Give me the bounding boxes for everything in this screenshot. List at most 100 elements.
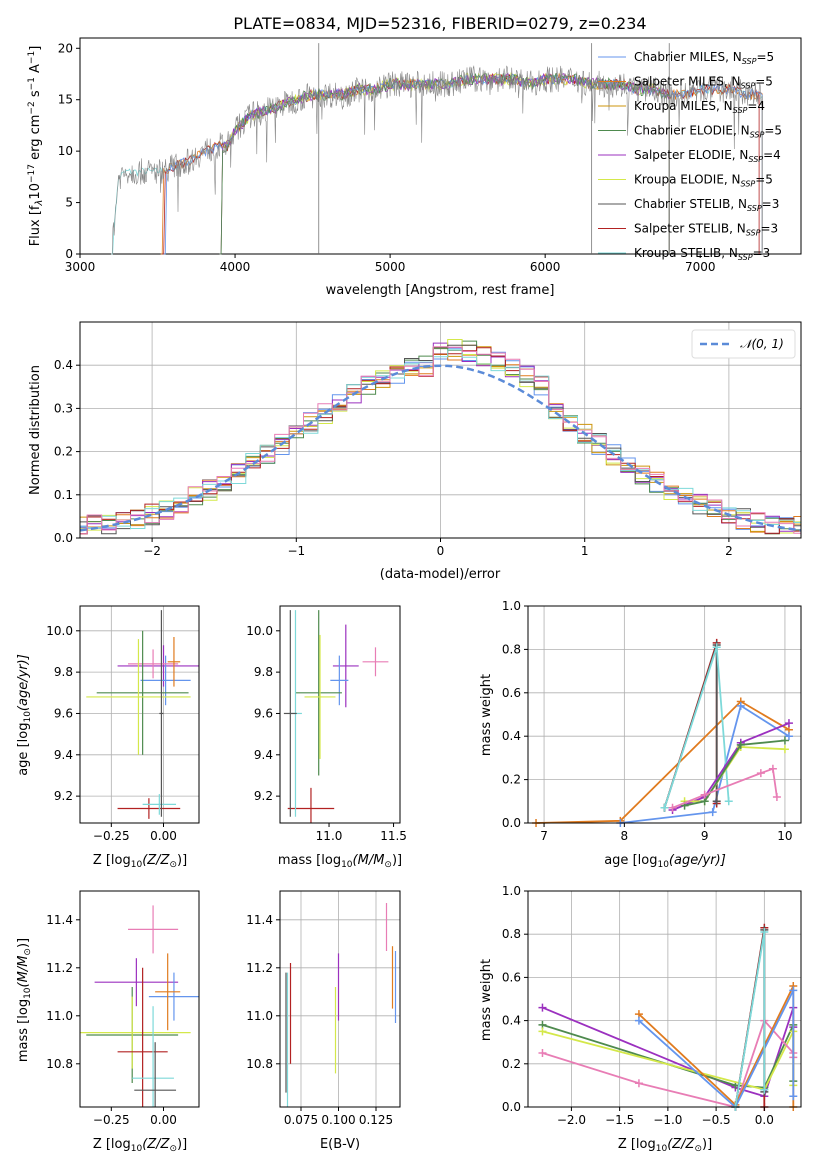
weight-marker xyxy=(712,643,721,652)
y-tick-label: 11.0 xyxy=(246,1009,273,1023)
y-tick-label: 11.4 xyxy=(46,913,73,927)
y-tick-label: 1.0 xyxy=(502,884,521,898)
weight-line xyxy=(684,739,785,807)
x-tick-label: 9 xyxy=(701,829,709,843)
weight-marker xyxy=(784,719,793,728)
weight-line xyxy=(620,704,790,824)
weight-marker xyxy=(660,803,669,812)
x-tick-label: 7 xyxy=(540,829,548,843)
spectrum-ticks: 3000 4000 5000 6000 7000 0 5 10 15 20 xyxy=(58,41,716,274)
spectrum-legend: Chabrier MILES, NSSP=5 Salpeter MILES, NS… xyxy=(598,50,782,262)
residual-histogram xyxy=(80,347,801,531)
weight-vs-age-panel: 7 8 9 10 0.0 0.2 0.4 0.6 0.8 1.0 xyxy=(502,599,802,843)
x-tick-label: 0.100 xyxy=(321,1113,355,1127)
weight-marker xyxy=(789,1092,798,1101)
y-tick-label: 9.2 xyxy=(54,789,73,803)
x-tick-label: 0.0 xyxy=(755,1113,774,1127)
ageZ-xlabel: Z [log10(Z/Z⊙)] xyxy=(93,853,187,870)
y-tick-label: 1.0 xyxy=(502,599,521,613)
weight-marker xyxy=(760,928,769,937)
residuals-ticks: −2 −1 0 1 2 0.0 0.1 0.2 0.3 0.4 xyxy=(54,358,733,558)
spectrum-ylabel-lambda: λ xyxy=(34,200,45,207)
x-tick-label: 0.00 xyxy=(150,1113,177,1127)
mass-vs-ebv-panel: 0.075 0.100 0.125 10.8 11.0 11.2 11.4 xyxy=(246,890,401,1127)
spectrum-ylabel-exp4: −1 xyxy=(27,51,37,64)
y-tick-label: 0.4 xyxy=(54,358,73,372)
spectrum-ylabel-s: s xyxy=(28,90,43,101)
x-tick-label: 11.0 xyxy=(316,829,343,843)
y-tick-label: 9.4 xyxy=(54,748,73,762)
x-tick-label: 1 xyxy=(581,544,589,558)
residuals-legend-box xyxy=(691,329,796,359)
x-tick-label: 0.075 xyxy=(284,1113,318,1127)
spectrum-ylabel-end: ] xyxy=(28,46,43,51)
x-tick-label: 0 xyxy=(437,544,445,558)
y-tick-label: 0.0 xyxy=(502,816,521,830)
weight-marker xyxy=(724,797,733,806)
spectrum-ylabel-tail: 10 xyxy=(28,183,43,200)
weight-line xyxy=(535,700,790,824)
weight-marker xyxy=(668,803,677,812)
massZ-xlabel: Z [log10(Z/Z⊙)] xyxy=(93,1137,187,1154)
axes-frame xyxy=(527,890,802,1108)
age-vs-metallicity-panel: −0.25 0.00 9.2 9.4 9.6 9.8 10.0 xyxy=(46,605,200,843)
y-tick-label: 9.8 xyxy=(54,665,73,679)
axes-frame xyxy=(79,605,200,824)
weight-marker xyxy=(789,986,798,995)
y-tick-label: 11.2 xyxy=(46,961,73,975)
y-tick-label: 20 xyxy=(58,41,73,55)
spectrum-ylabel-units: erg cm xyxy=(28,115,43,164)
spectrum-ylabel-A: A xyxy=(28,64,43,77)
wZ-ylabel: mass weight xyxy=(479,959,494,1041)
mass-vs-metallicity-panel: −0.25 0.00 10.8 11.0 11.2 11.4 xyxy=(46,890,200,1127)
x-tick-label: −1 xyxy=(287,544,305,558)
x-tick-label: −0.25 xyxy=(93,829,130,843)
residuals-xlabel: (data-model)/error xyxy=(380,567,501,582)
weight-vs-metallicity-panel: −2.0 −1.5 −1.0 −0.5 0.0 0.0 0.2 0.4 0.6 0.8 1.0 xyxy=(502,884,802,1127)
residual-histogram xyxy=(80,349,801,529)
legend-label: Chabrier STELIB, NSSP=3 xyxy=(634,197,779,213)
gaussian-legend-label: 𝒩(0, 1) xyxy=(740,337,784,351)
y-tick-label: 9.6 xyxy=(254,706,273,720)
y-tick-label: 9.4 xyxy=(254,748,273,762)
wZ-xlabel: Z [log10(Z/Z⊙)] xyxy=(618,1137,712,1154)
y-tick-label: 5 xyxy=(65,196,73,210)
x-tick-label: 3000 xyxy=(65,260,96,274)
spectrum-ylabel-exp2: −2 xyxy=(27,101,37,114)
weight-line xyxy=(672,722,790,811)
legend-label: Kroupa STELIB, NSSP=3 xyxy=(634,246,770,262)
x-tick-label: 0.00 xyxy=(150,829,177,843)
spectrum-line xyxy=(111,65,763,255)
weight-marker xyxy=(760,1085,769,1094)
x-tick-label: 0.125 xyxy=(359,1113,393,1127)
weight-line xyxy=(663,646,730,809)
residuals-histograms xyxy=(79,322,802,539)
spectrum-ylabel: Flux [fλ10−17 erg cm−2 s−1 A−1] xyxy=(27,46,45,247)
x-tick-label: −0.25 xyxy=(93,1113,130,1127)
ageM-xlabel: mass [log10(M/M⊙)] xyxy=(278,853,402,870)
y-tick-label: 0.1 xyxy=(54,488,73,502)
x-tick-label: 10 xyxy=(777,829,792,843)
x-tick-label: 8 xyxy=(621,829,629,843)
massZ-ylabel: mass [log10(M/M⊙)] xyxy=(16,938,33,1062)
axes-frame xyxy=(79,890,200,1108)
ageZ-ylabel: age [log10(age/yr)] xyxy=(16,654,33,776)
spectrum-panel: 3000 4000 5000 6000 7000 0 5 10 15 20 wavelength … xyxy=(27,37,802,298)
y-tick-label: 11.4 xyxy=(246,913,273,927)
weight-marker xyxy=(736,740,745,749)
y-tick-label: 0.2 xyxy=(502,773,521,787)
weight-marker xyxy=(700,790,709,799)
y-tick-label: 15 xyxy=(58,93,73,107)
weight-marker xyxy=(538,1049,547,1057)
y-tick-label: 9.8 xyxy=(254,665,273,679)
y-tick-label: 11.0 xyxy=(46,1009,73,1023)
legend-label: Chabrier ELODIE, NSSP=5 xyxy=(634,124,782,140)
y-tick-label: 0.0 xyxy=(54,531,73,545)
weight-marker xyxy=(634,1079,643,1088)
legend-label: Kroupa ELODIE, NSSP=5 xyxy=(634,173,773,189)
weight-marker xyxy=(756,769,765,778)
spectrum-lines xyxy=(111,43,763,255)
y-tick-label: 0.8 xyxy=(502,927,521,941)
x-tick-label: 5000 xyxy=(375,260,406,274)
spectrum-ylabel-exp3: −1 xyxy=(27,77,37,90)
